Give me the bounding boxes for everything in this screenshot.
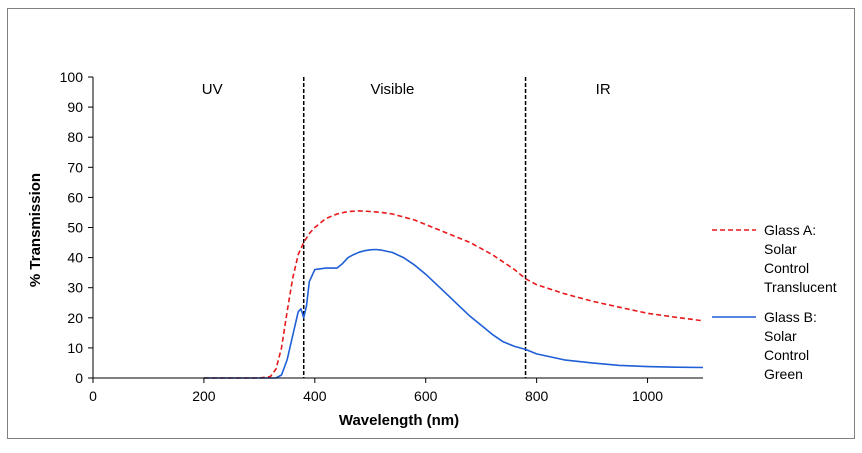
y-axis-title: % Transmission — [27, 173, 44, 287]
x-tick-label: 800 — [525, 388, 549, 404]
legend-label-line: Solar — [764, 328, 797, 344]
legend-label-line: Glass A: — [764, 222, 816, 238]
y-tick-label: 70 — [67, 159, 83, 175]
y-tick-label: 20 — [67, 310, 83, 326]
legend-label-line: Control — [764, 260, 809, 276]
legend-label-line: Translucent — [764, 279, 837, 295]
x-tick-label: 200 — [192, 388, 216, 404]
y-tick-label: 30 — [67, 280, 83, 296]
x-tick-label: 1000 — [632, 388, 663, 404]
legend-label-line: Solar — [764, 241, 797, 257]
legend-label-line: Green — [764, 366, 803, 382]
x-tick-label: 0 — [89, 388, 97, 404]
region-layer: UV Visible IR — [202, 77, 611, 378]
series-layer — [203, 210, 704, 379]
y-tick-label: 60 — [67, 189, 83, 205]
legend-label-line: Control — [764, 347, 809, 363]
legend-label-line: Glass B: — [764, 309, 817, 325]
y-tick-label: 80 — [67, 129, 83, 145]
series-line-1 — [203, 248, 704, 379]
y-tick-label: 50 — [67, 220, 83, 236]
y-tick-label: 10 — [67, 340, 83, 356]
region-label-uv: UV — [202, 81, 223, 98]
y-tick-label: 0 — [75, 370, 83, 386]
region-label-visible: Visible — [370, 81, 414, 98]
region-label-ir: IR — [596, 81, 611, 98]
chart-border — [7, 8, 855, 439]
y-tick-label: 90 — [67, 99, 83, 115]
y-tick-label: 100 — [60, 69, 84, 85]
series-line-0 — [203, 210, 704, 379]
x-axis-title: Wavelength (nm) — [339, 412, 459, 429]
x-tick-label: 600 — [414, 388, 438, 404]
y-tick-label: 40 — [67, 250, 83, 266]
legend: Glass A: Solar Control Translucent Glass B: S… — [712, 222, 837, 382]
x-tick-label: 400 — [303, 388, 327, 404]
